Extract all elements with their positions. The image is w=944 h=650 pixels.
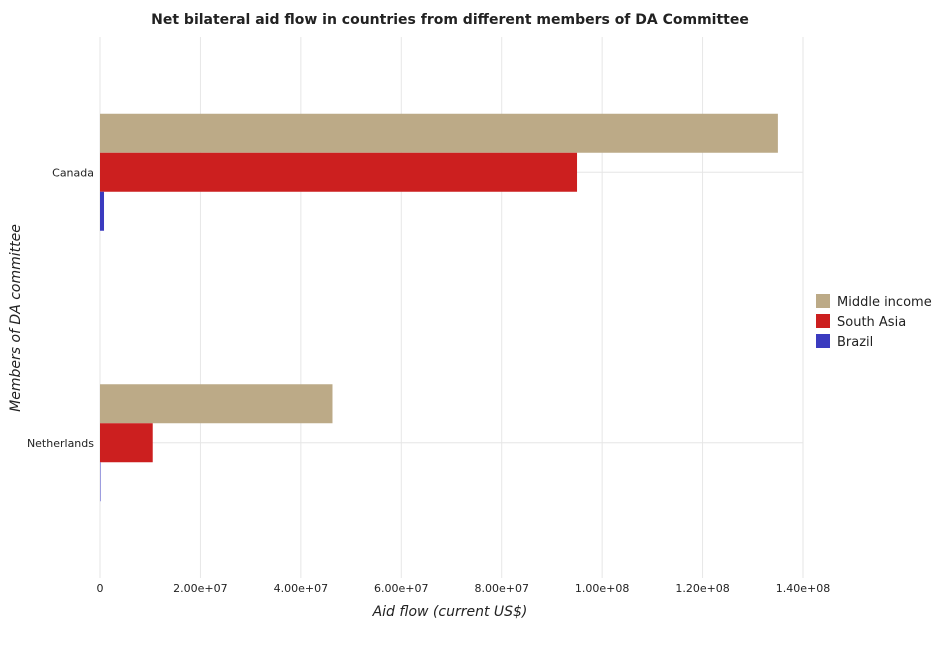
bar-netherlands-middle-income (100, 384, 333, 424)
legend-swatch (816, 294, 830, 308)
x-axis-label: Aid flow (current US$) (372, 604, 528, 620)
x-tick-label: 2.00e+07 (173, 582, 227, 595)
chart-title: Net bilateral aid flow in countries from… (151, 12, 749, 28)
legend-label: Brazil (837, 335, 873, 350)
y-tick-label: Netherlands (27, 437, 94, 450)
bars (100, 113, 778, 502)
x-tick-labels: 0 2.00e+07 4.00e+07 6.00e+07 8.00e+07 1.00e+0… (97, 582, 831, 595)
bar-canada-middle-income (100, 113, 778, 153)
legend-label: South Asia (837, 315, 906, 330)
x-tick-label: 1.00e+08 (575, 582, 629, 595)
x-tick-label: 6.00e+07 (374, 582, 428, 595)
legend-swatch (816, 334, 830, 348)
x-tick-label: 0 (97, 582, 104, 595)
legend: Middle income South Asia Brazil (816, 294, 932, 350)
x-tick-label: 1.20e+08 (675, 582, 729, 595)
y-axis-label: Members of DA committee (8, 224, 24, 412)
legend-label: Middle income (837, 295, 932, 310)
x-tick-label: 4.00e+07 (274, 582, 328, 595)
y-tick-label: Canada (52, 166, 94, 179)
legend-swatch (816, 314, 830, 328)
bar-canada-brazil (100, 191, 105, 231)
bar-netherlands-brazil (100, 462, 101, 502)
x-tick-label: 8.00e+07 (474, 582, 528, 595)
bar-netherlands-south-asia (100, 423, 153, 463)
bar-canada-south-asia (100, 152, 578, 192)
x-tick-label: 1.40e+08 (776, 582, 830, 595)
y-tick-labels: Canada Netherlands (27, 166, 94, 450)
